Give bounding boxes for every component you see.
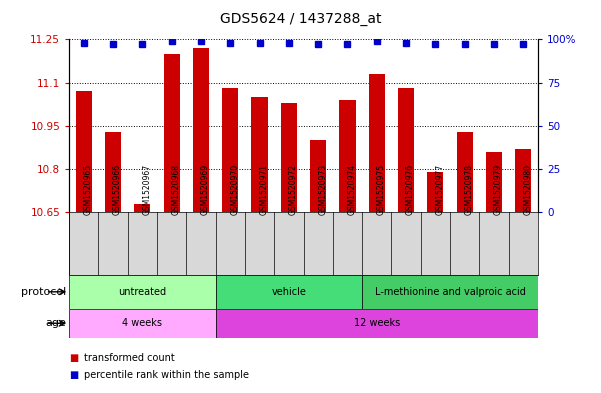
- Bar: [457, 132, 473, 212]
- Text: GSM1520977: GSM1520977: [435, 164, 444, 215]
- Text: GSM1520969: GSM1520969: [201, 164, 210, 215]
- Bar: [76, 91, 92, 212]
- Text: L-methionine and valproic acid: L-methionine and valproic acid: [374, 287, 525, 297]
- Text: GSM1520966: GSM1520966: [113, 164, 122, 215]
- Bar: [515, 149, 531, 212]
- Text: GSM1520974: GSM1520974: [347, 164, 356, 215]
- Text: GSM1520975: GSM1520975: [377, 164, 386, 215]
- Bar: [216, 275, 362, 309]
- Bar: [427, 172, 444, 212]
- Bar: [486, 152, 502, 212]
- Bar: [105, 132, 121, 212]
- Text: GSM1520978: GSM1520978: [465, 164, 474, 215]
- Bar: [281, 103, 297, 212]
- Text: GSM1520970: GSM1520970: [230, 164, 239, 215]
- Text: GSM1520979: GSM1520979: [494, 164, 503, 215]
- Bar: [216, 309, 538, 338]
- Text: GSM1520967: GSM1520967: [142, 164, 151, 215]
- Text: GSM1520972: GSM1520972: [289, 164, 298, 215]
- Text: GDS5624 / 1437288_at: GDS5624 / 1437288_at: [220, 12, 381, 26]
- Bar: [310, 140, 326, 212]
- Bar: [163, 54, 180, 212]
- Text: age: age: [45, 318, 66, 328]
- Bar: [222, 88, 239, 212]
- Text: GSM1520980: GSM1520980: [523, 164, 532, 215]
- Text: GSM1520968: GSM1520968: [172, 164, 181, 215]
- Text: vehicle: vehicle: [272, 287, 307, 297]
- Bar: [251, 97, 267, 212]
- Bar: [69, 275, 216, 309]
- Text: untreated: untreated: [118, 287, 166, 297]
- Text: transformed count: transformed count: [84, 353, 175, 363]
- Text: GSM1520973: GSM1520973: [318, 164, 327, 215]
- Text: GSM1520965: GSM1520965: [84, 164, 93, 215]
- Text: ■: ■: [69, 370, 78, 380]
- Text: 12 weeks: 12 weeks: [353, 318, 400, 328]
- Bar: [340, 100, 356, 212]
- Text: ■: ■: [69, 353, 78, 363]
- Bar: [398, 88, 414, 212]
- Text: percentile rank within the sample: percentile rank within the sample: [84, 370, 249, 380]
- Text: 4 weeks: 4 weeks: [123, 318, 162, 328]
- Bar: [362, 275, 538, 309]
- Bar: [368, 74, 385, 212]
- Bar: [193, 48, 209, 212]
- Bar: [69, 309, 216, 338]
- Text: protocol: protocol: [21, 287, 66, 297]
- Text: GSM1520976: GSM1520976: [406, 164, 415, 215]
- Bar: [134, 204, 150, 212]
- Text: GSM1520971: GSM1520971: [260, 164, 269, 215]
